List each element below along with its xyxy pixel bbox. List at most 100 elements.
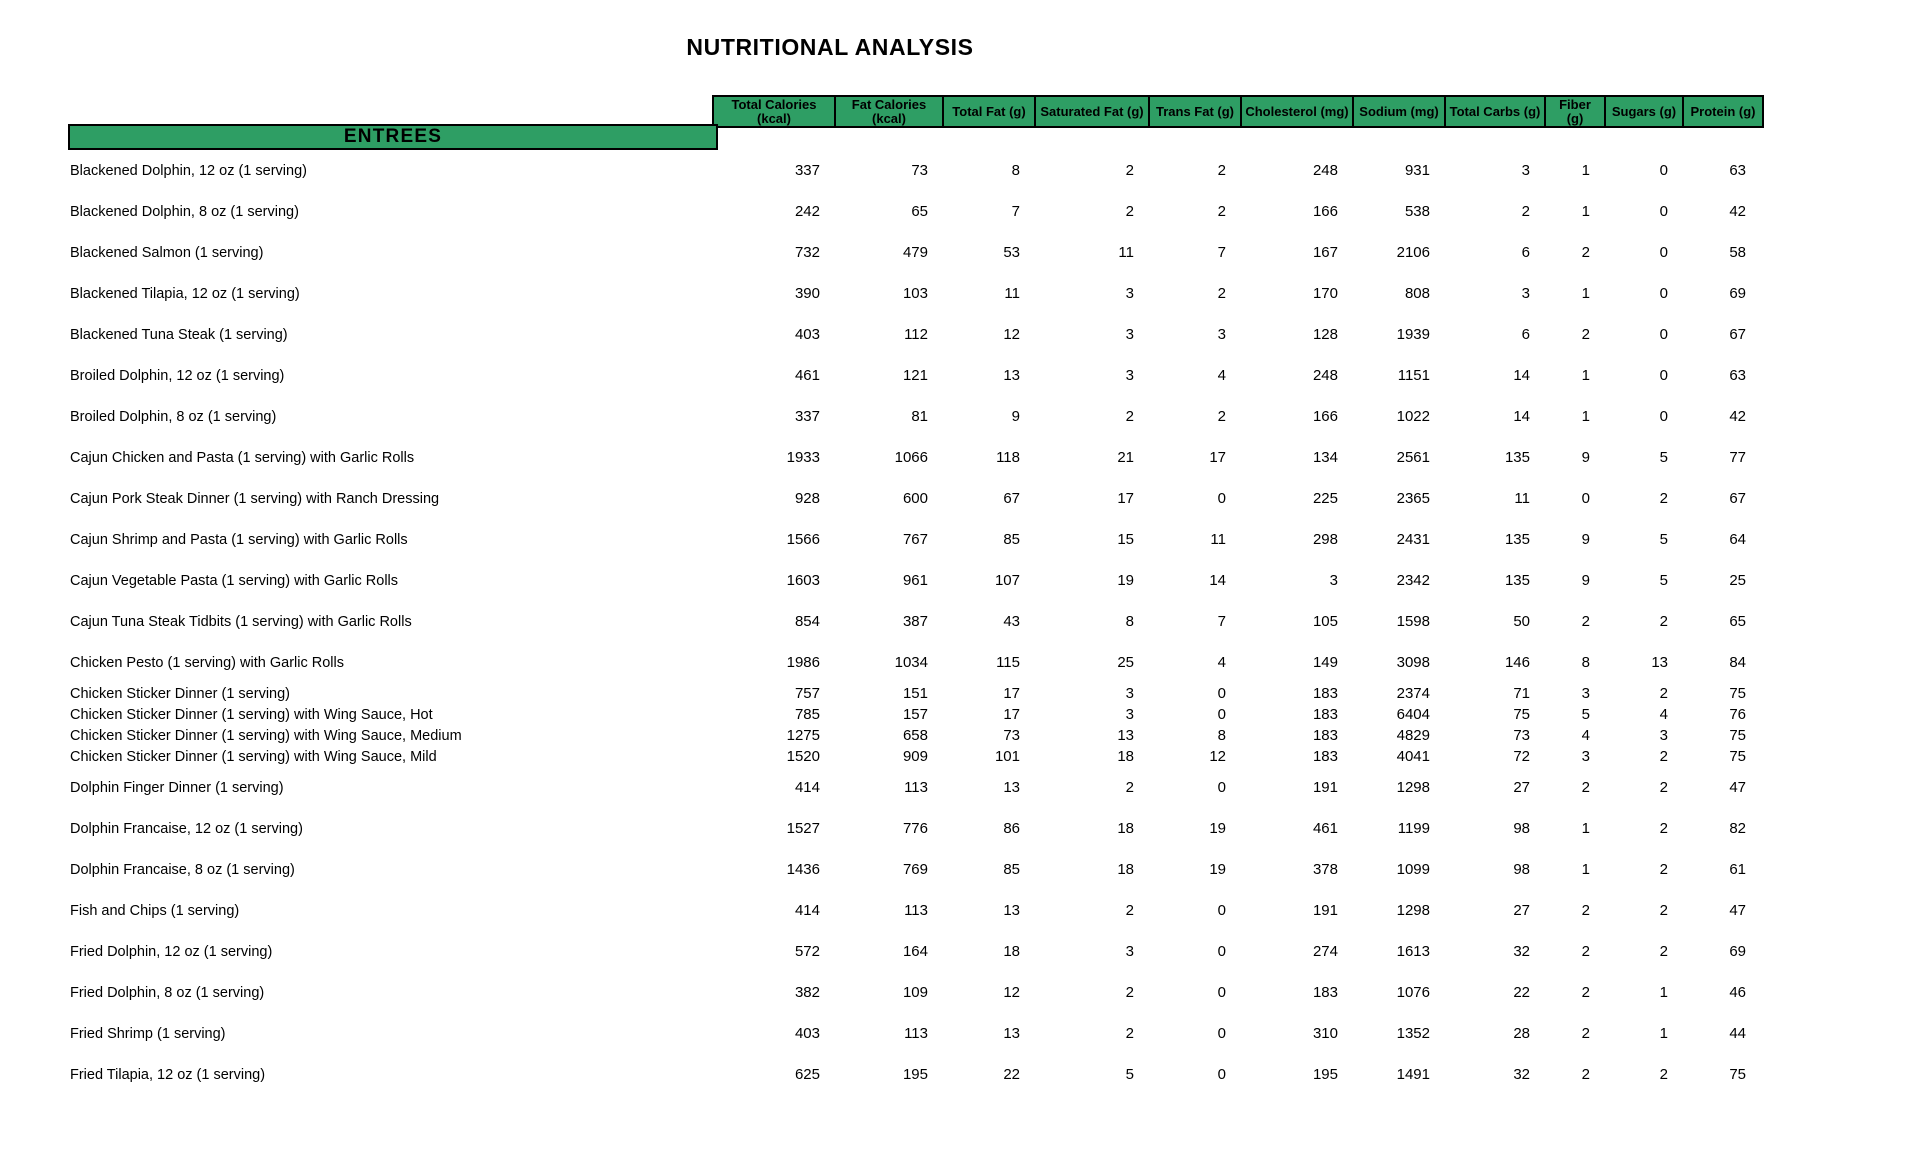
row-values: 625 195 22 5 0 195 1491 32 2 2 75 bbox=[712, 1066, 1760, 1083]
cell-0: 461 bbox=[794, 367, 820, 384]
cell-1: 387 bbox=[902, 613, 928, 630]
cell-10: 69 bbox=[1729, 285, 1746, 302]
cell-9: 2 bbox=[1659, 613, 1668, 630]
cell-7: 72 bbox=[1513, 748, 1530, 765]
cell-4: 8 bbox=[1217, 727, 1226, 744]
cell-0: 928 bbox=[794, 490, 820, 507]
cell-7: 32 bbox=[1513, 1066, 1530, 1083]
cell-1: 658 bbox=[902, 727, 928, 744]
cell-0: 390 bbox=[794, 285, 820, 302]
cell-3: 18 bbox=[1117, 820, 1134, 837]
cell-10: 75 bbox=[1729, 1066, 1746, 1083]
table-row: Chicken Sticker Dinner (1 serving) with … bbox=[0, 704, 1920, 725]
cell-1: 195 bbox=[902, 1066, 928, 1083]
cell-8: 2 bbox=[1581, 1025, 1590, 1042]
cell-7: 11 bbox=[1514, 490, 1530, 507]
row-values: 1527 776 86 18 19 461 1199 98 1 2 82 bbox=[712, 820, 1760, 837]
cell-0: 1933 bbox=[786, 449, 820, 466]
cell-5: 149 bbox=[1312, 654, 1338, 671]
cell-7: 6 bbox=[1521, 326, 1530, 343]
page-title: NUTRITIONAL ANALYSIS bbox=[686, 34, 974, 60]
cell-1: 112 bbox=[904, 326, 928, 343]
cell-2: 13 bbox=[1003, 902, 1020, 919]
cell-2: 13 bbox=[1003, 1025, 1020, 1042]
cell-6: 1613 bbox=[1396, 943, 1430, 960]
cell-4: 2 bbox=[1217, 285, 1226, 302]
cell-10: 46 bbox=[1729, 984, 1746, 1001]
cell-9: 0 bbox=[1659, 285, 1668, 302]
cell-5: 105 bbox=[1312, 613, 1338, 630]
row-values: 337 73 8 2 2 248 931 3 1 0 63 bbox=[712, 162, 1760, 179]
cell-6: 1598 bbox=[1396, 613, 1430, 630]
cell-8: 1 bbox=[1581, 367, 1590, 384]
table-row: Fried Shrimp (1 serving) 403 113 13 2 0 310 135… bbox=[0, 1013, 1920, 1054]
cell-2: 101 bbox=[994, 748, 1020, 765]
row-item-label: Dolphin Finger Dinner (1 serving) bbox=[70, 779, 284, 796]
row-item-label: Broiled Dolphin, 12 oz (1 serving) bbox=[70, 367, 285, 384]
cell-8: 4 bbox=[1581, 727, 1590, 744]
cell-7: 3 bbox=[1521, 162, 1530, 179]
cell-0: 337 bbox=[794, 162, 820, 179]
cell-2: 107 bbox=[994, 572, 1020, 589]
cell-9: 5 bbox=[1659, 572, 1668, 589]
cell-1: 121 bbox=[902, 367, 928, 384]
cell-1: 157 bbox=[902, 706, 928, 723]
cell-6: 3098 bbox=[1396, 654, 1430, 671]
cell-9: 13 bbox=[1651, 654, 1668, 671]
cell-3: 8 bbox=[1125, 613, 1134, 630]
cell-4: 4 bbox=[1217, 367, 1226, 384]
cell-4: 12 bbox=[1209, 748, 1226, 765]
cell-7: 22 bbox=[1513, 984, 1530, 1001]
cell-10: 65 bbox=[1729, 613, 1746, 630]
cell-1: 81 bbox=[911, 408, 928, 425]
table-row: Dolphin Francaise, 8 oz (1 serving) 1436 7… bbox=[0, 849, 1920, 890]
cell-9: 2 bbox=[1659, 861, 1668, 878]
column-header-5: Cholesterol (mg) bbox=[1242, 97, 1354, 126]
cell-2: 13 bbox=[1003, 779, 1020, 796]
cell-10: 25 bbox=[1729, 572, 1746, 589]
cell-7: 32 bbox=[1513, 943, 1530, 960]
cell-7: 146 bbox=[1504, 654, 1530, 671]
cell-8: 1 bbox=[1581, 203, 1590, 220]
cell-3: 18 bbox=[1117, 861, 1134, 878]
cell-8: 2 bbox=[1581, 244, 1590, 261]
cell-8: 3 bbox=[1581, 685, 1590, 702]
cell-4: 0 bbox=[1217, 1025, 1226, 1042]
cell-9: 0 bbox=[1659, 326, 1668, 343]
cell-0: 757 bbox=[794, 685, 820, 702]
cell-5: 183 bbox=[1312, 706, 1338, 723]
cell-1: 103 bbox=[902, 285, 928, 302]
row-values: 414 113 13 2 0 191 1298 27 2 2 47 bbox=[712, 779, 1760, 796]
cell-0: 785 bbox=[794, 706, 820, 723]
cell-1: 600 bbox=[902, 490, 928, 507]
cell-1: 1034 bbox=[894, 654, 928, 671]
table-row: Cajun Pork Steak Dinner (1 serving) with… bbox=[0, 478, 1920, 519]
cell-0: 732 bbox=[794, 244, 820, 261]
cell-5: 298 bbox=[1312, 531, 1338, 548]
cell-3: 19 bbox=[1117, 572, 1134, 589]
cell-8: 2 bbox=[1581, 613, 1590, 630]
cell-7: 3 bbox=[1521, 285, 1530, 302]
cell-5: 248 bbox=[1312, 162, 1338, 179]
cell-5: 461 bbox=[1312, 820, 1338, 837]
cell-6: 1099 bbox=[1396, 861, 1430, 878]
row-item-label: Blackened Tuna Steak (1 serving) bbox=[70, 326, 288, 343]
cell-7: 135 bbox=[1504, 531, 1530, 548]
row-values: 1436 769 85 18 19 378 1099 98 1 2 61 bbox=[712, 861, 1760, 878]
cell-0: 403 bbox=[794, 1025, 820, 1042]
cell-0: 1527 bbox=[786, 820, 820, 837]
table-row: Chicken Sticker Dinner (1 serving) with … bbox=[0, 746, 1920, 767]
table-row: Blackened Dolphin, 12 oz (1 serving) 337 7… bbox=[0, 150, 1920, 191]
row-values: 854 387 43 8 7 105 1598 50 2 2 65 bbox=[712, 613, 1760, 630]
cell-1: 1066 bbox=[894, 449, 928, 466]
cell-4: 0 bbox=[1217, 902, 1226, 919]
cell-2: 85 bbox=[1003, 531, 1020, 548]
table-row: Blackened Salmon (1 serving) 732 479 53 11 7 1… bbox=[0, 232, 1920, 273]
row-values: 1933 1066 118 21 17 134 2561 135 9 5 77 bbox=[712, 449, 1760, 466]
table-row: Chicken Sticker Dinner (1 serving) 757 151… bbox=[0, 683, 1920, 704]
cell-10: 75 bbox=[1729, 748, 1746, 765]
cell-9: 0 bbox=[1659, 408, 1668, 425]
cell-3: 13 bbox=[1117, 727, 1134, 744]
table-row: Blackened Tilapia, 12 oz (1 serving) 390 1… bbox=[0, 273, 1920, 314]
